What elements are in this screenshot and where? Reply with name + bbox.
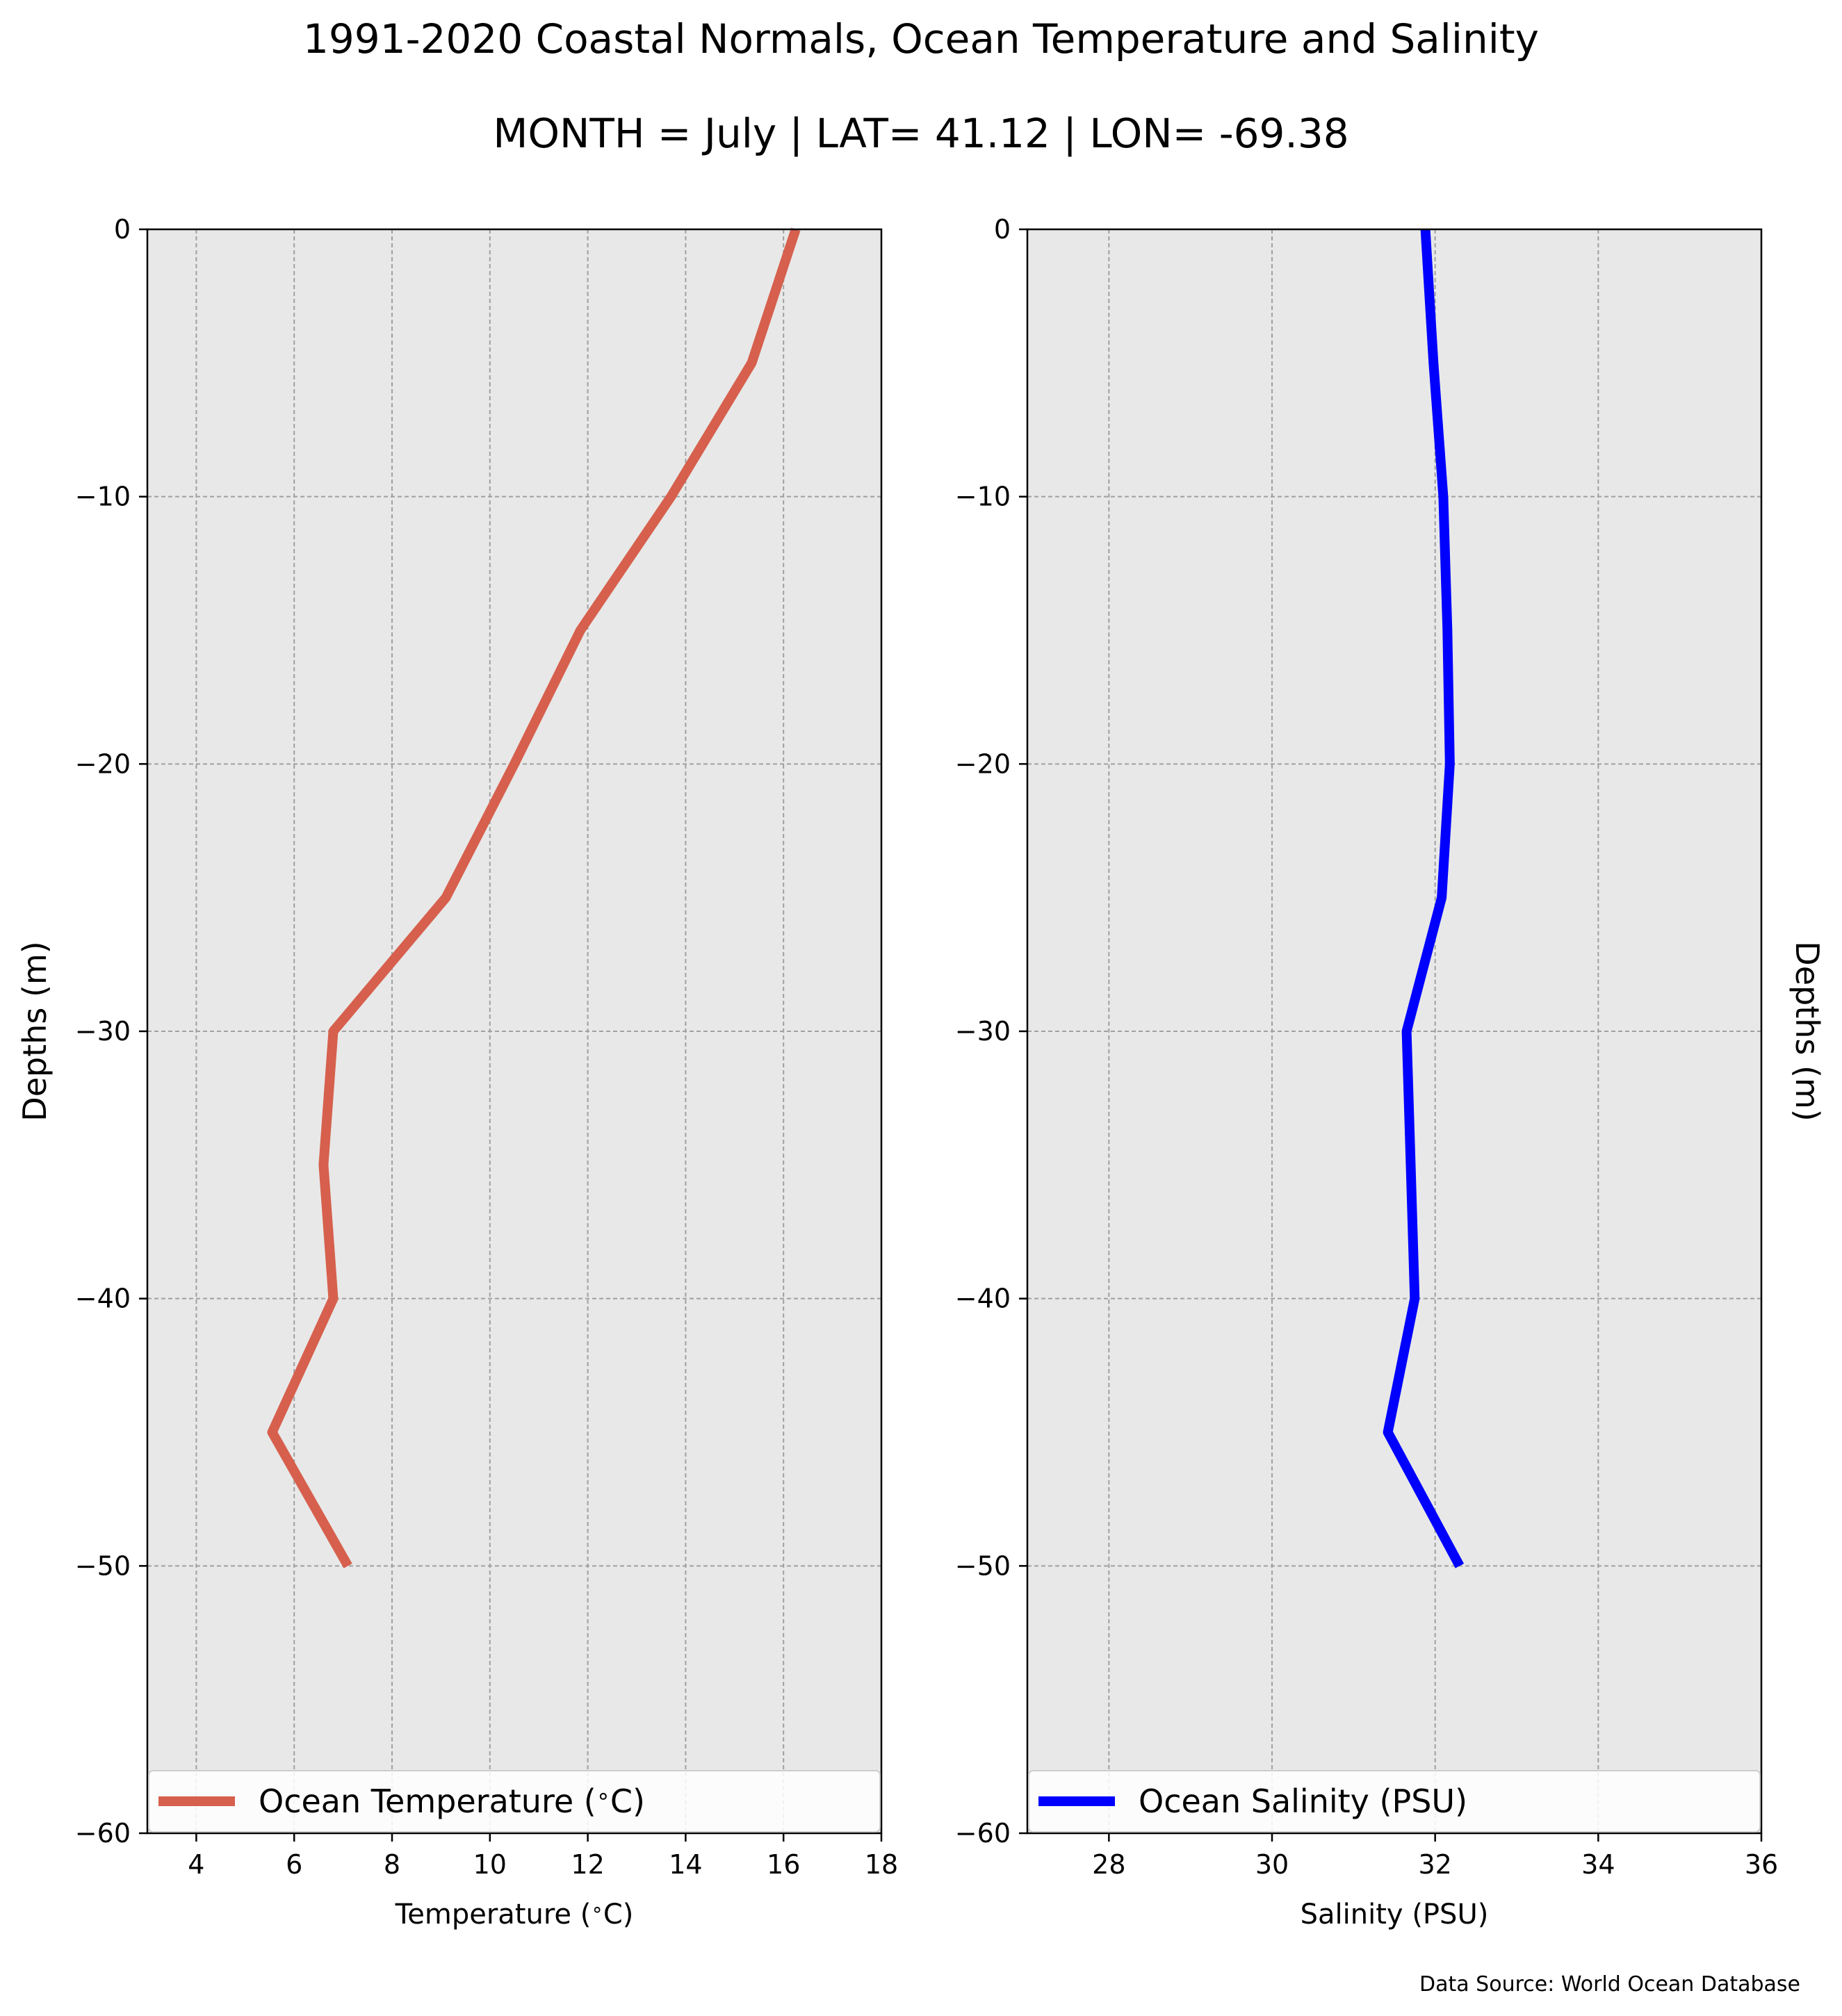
x-tick-label: 4 <box>188 1849 204 1880</box>
y-tick-label: −10 <box>75 482 131 512</box>
x-tick-label: 18 <box>865 1849 898 1880</box>
x-tick-label: 36 <box>1745 1849 1778 1880</box>
x-tick-label: 8 <box>384 1849 400 1880</box>
figure-title: 1991-2020 Coastal Normals, Ocean Tempera… <box>303 15 1539 63</box>
x-tick-label: 32 <box>1418 1849 1451 1880</box>
x-tick-label: 10 <box>473 1849 507 1880</box>
y-tick-label: −30 <box>75 1016 131 1047</box>
legend-entry: Ocean Temperature (∘C) <box>259 1783 645 1820</box>
legend: Ocean Temperature (∘C) <box>148 1770 881 1833</box>
y-tick-label: 0 <box>994 214 1011 245</box>
salinity-panel: 28 30 32 34 36 0 −10 −20 −30 −40 −50 −60 Salinity (P… <box>955 214 1826 1931</box>
plot-background <box>1027 229 1761 1833</box>
y-tick-label: −20 <box>75 748 131 779</box>
x-axis-label: Salinity (PSU) <box>1301 1899 1489 1931</box>
data-source-note: Data Source: World Ocean Database <box>1419 1972 1800 1997</box>
y-tick-label: −40 <box>75 1284 131 1314</box>
x-tick-label: 12 <box>571 1849 604 1880</box>
x-tick-label: 30 <box>1255 1849 1289 1880</box>
legend-box <box>1028 1770 1761 1833</box>
y-tick-label: −60 <box>75 1818 131 1849</box>
y-tick-label: 0 <box>114 214 131 245</box>
x-tick-label: 6 <box>286 1849 302 1880</box>
legend-box <box>148 1770 881 1833</box>
x-tick-label: 14 <box>669 1849 702 1880</box>
plot-background <box>147 229 881 1833</box>
x-axis-label: Temperature (∘C) <box>395 1898 634 1931</box>
y-axis-label: Depths (m) <box>16 941 54 1121</box>
y-tick-label: −50 <box>955 1550 1011 1581</box>
x-tick-label: 28 <box>1092 1849 1125 1880</box>
y-axis-label: Depths (m) <box>1788 941 1826 1121</box>
y-tick-label: −50 <box>75 1550 131 1581</box>
y-tick-label: −20 <box>955 748 1011 779</box>
y-tick-label: −40 <box>955 1284 1011 1314</box>
figure-subtitle: MONTH = July | LAT= 41.12 | LON= -69.38 <box>493 110 1348 157</box>
legend: Ocean Salinity (PSU) <box>1028 1770 1761 1833</box>
x-tick-label: 16 <box>767 1849 800 1880</box>
x-tick-label: 34 <box>1581 1849 1615 1880</box>
temperature-panel: 4 6 8 10 12 14 16 18 0 −10 −20 −30 −40 −50 −60 Temperat… <box>16 214 898 1931</box>
y-tick-label: −10 <box>955 482 1011 512</box>
y-tick-label: −30 <box>955 1016 1011 1047</box>
legend-entry: Ocean Salinity (PSU) <box>1139 1783 1467 1820</box>
y-tick-label: −60 <box>955 1818 1011 1849</box>
